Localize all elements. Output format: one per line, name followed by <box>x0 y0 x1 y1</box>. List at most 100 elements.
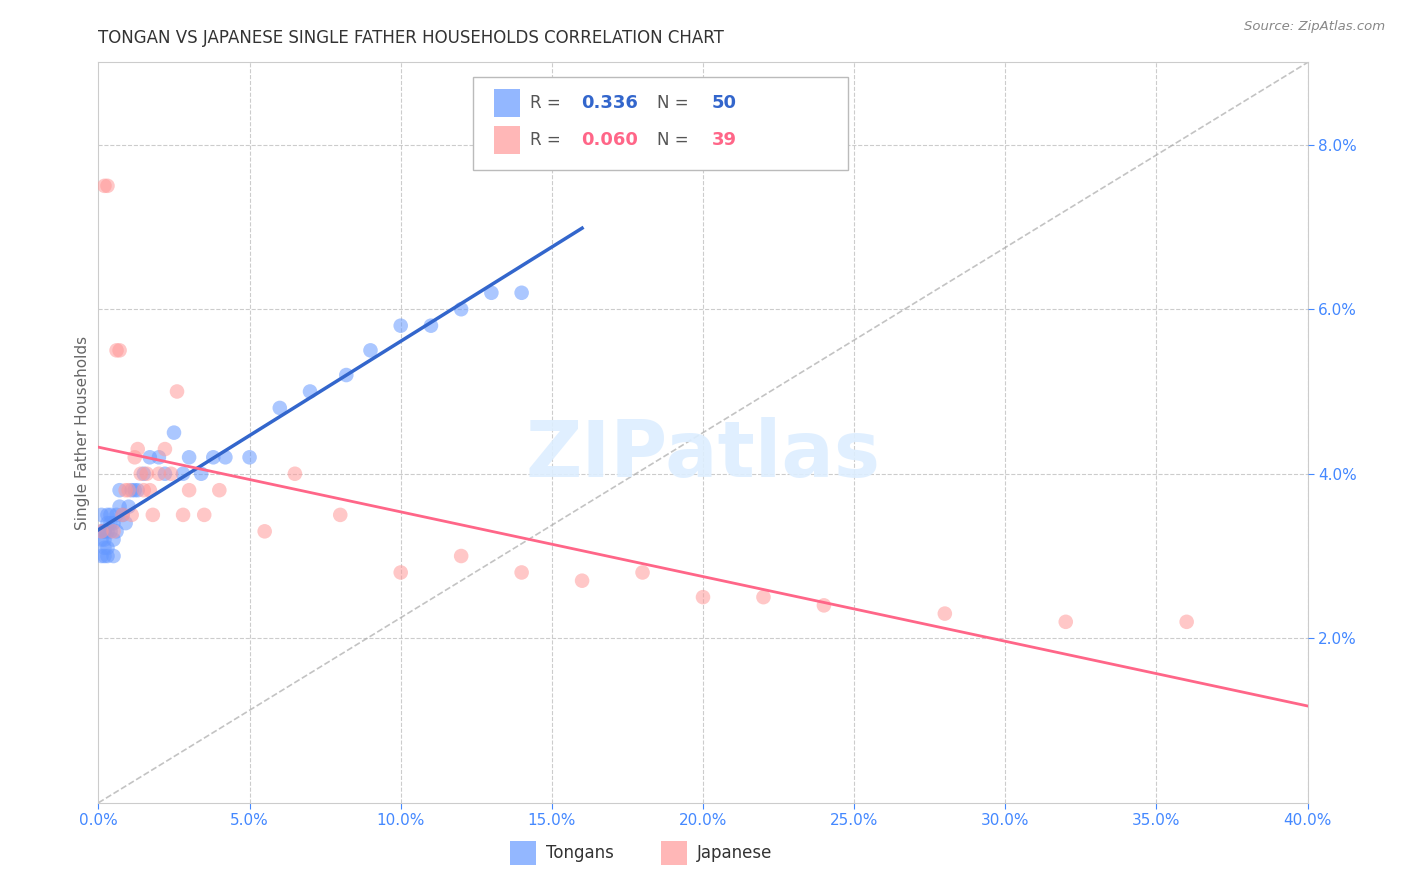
Point <box>335 368 357 382</box>
Point <box>93 549 115 563</box>
Point <box>111 508 134 522</box>
Point <box>90 508 112 522</box>
Point <box>284 467 307 481</box>
Point <box>129 467 152 481</box>
Point <box>179 450 201 465</box>
Point <box>389 566 412 580</box>
Point <box>172 508 194 522</box>
Point <box>90 549 112 563</box>
Point <box>132 467 155 481</box>
Point <box>193 508 215 522</box>
Point <box>105 524 128 539</box>
Text: Tongans: Tongans <box>546 844 613 863</box>
Point <box>127 442 149 456</box>
Text: R =: R = <box>530 95 567 112</box>
Point <box>752 590 775 604</box>
Point <box>214 450 236 465</box>
Point <box>100 516 122 530</box>
Point <box>96 516 118 530</box>
Text: 39: 39 <box>711 131 737 149</box>
Point <box>103 533 125 547</box>
Bar <box>509 841 536 865</box>
Point <box>103 516 125 530</box>
Point <box>96 178 118 193</box>
Text: Japanese: Japanese <box>697 844 772 863</box>
Point <box>631 566 654 580</box>
Point <box>100 508 122 522</box>
Point <box>96 541 118 555</box>
Point <box>103 524 125 539</box>
Point <box>329 508 352 522</box>
Point <box>96 508 118 522</box>
Bar <box>494 126 520 154</box>
Point <box>139 483 162 498</box>
Point <box>114 483 136 498</box>
Point <box>108 483 131 498</box>
Point <box>179 483 201 498</box>
Point <box>111 508 134 522</box>
Point <box>93 178 115 193</box>
Point <box>420 318 443 333</box>
Point <box>153 442 176 456</box>
Text: N =: N = <box>657 95 695 112</box>
Point <box>813 599 835 613</box>
Bar <box>494 89 520 117</box>
Point <box>90 533 112 547</box>
Point <box>450 302 472 317</box>
Point <box>510 566 533 580</box>
Point <box>934 607 956 621</box>
Point <box>93 541 115 555</box>
Point <box>148 450 170 465</box>
Text: TONGAN VS JAPANESE SINGLE FATHER HOUSEHOLDS CORRELATION CHART: TONGAN VS JAPANESE SINGLE FATHER HOUSEHO… <box>98 29 724 47</box>
Point <box>571 574 593 588</box>
Text: 50: 50 <box>711 95 737 112</box>
Text: 0.060: 0.060 <box>581 131 638 149</box>
Point <box>160 467 183 481</box>
Point <box>360 343 382 358</box>
Point <box>132 483 155 498</box>
Point <box>93 524 115 539</box>
Point <box>148 467 170 481</box>
Text: R =: R = <box>530 131 567 149</box>
Point <box>1054 615 1077 629</box>
Point <box>96 524 118 539</box>
Point <box>114 516 136 530</box>
Point <box>108 343 131 358</box>
Y-axis label: Single Father Households: Single Father Households <box>75 335 90 530</box>
Point <box>481 285 503 300</box>
Point <box>510 285 533 300</box>
Point <box>142 508 165 522</box>
Point <box>118 500 141 514</box>
Point <box>190 467 212 481</box>
Point <box>93 524 115 539</box>
Point <box>269 401 291 415</box>
Point <box>202 450 225 465</box>
Point <box>96 549 118 563</box>
Point <box>103 549 125 563</box>
Point <box>124 450 146 465</box>
Point <box>121 508 143 522</box>
Point <box>239 450 262 465</box>
Point <box>108 500 131 514</box>
Point <box>135 467 157 481</box>
FancyBboxPatch shape <box>474 78 848 169</box>
Point <box>100 524 122 539</box>
Point <box>90 524 112 539</box>
Text: ZIPatlas: ZIPatlas <box>526 417 880 493</box>
Text: Source: ZipAtlas.com: Source: ZipAtlas.com <box>1244 20 1385 33</box>
Point <box>253 524 276 539</box>
Point <box>139 450 162 465</box>
Point <box>153 467 176 481</box>
Point <box>124 483 146 498</box>
Point <box>105 508 128 522</box>
Point <box>389 318 412 333</box>
Text: 0.336: 0.336 <box>581 95 638 112</box>
Point <box>208 483 231 498</box>
Point <box>692 590 714 604</box>
Point <box>121 483 143 498</box>
Point <box>450 549 472 563</box>
Bar <box>661 841 688 865</box>
Point <box>1175 615 1198 629</box>
Point <box>163 425 186 440</box>
Point <box>93 533 115 547</box>
